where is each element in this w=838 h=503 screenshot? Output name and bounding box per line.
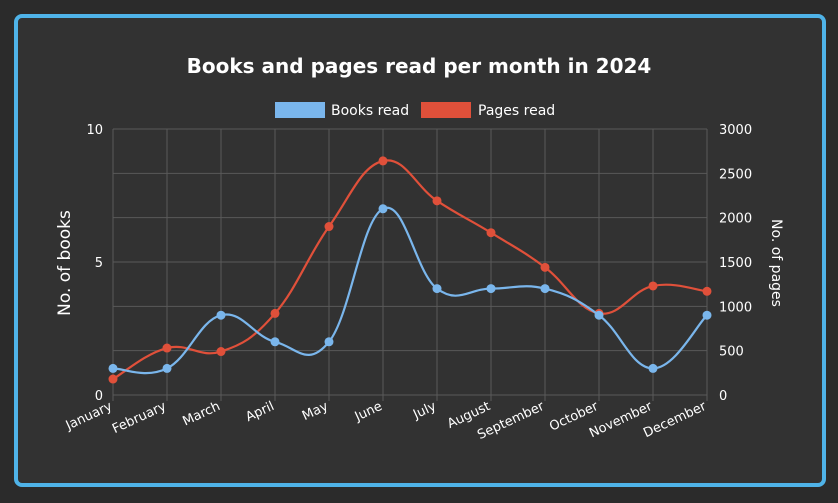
x-tick-label: June — [352, 399, 385, 425]
grid-lines — [112, 128, 708, 401]
legend: Books read Pages read — [275, 102, 555, 119]
data-point-pages[interactable] — [108, 374, 118, 384]
data-point-books[interactable] — [540, 284, 550, 294]
data-point-books[interactable] — [270, 337, 280, 347]
data-point-pages[interactable] — [378, 156, 388, 166]
x-tick-label: July — [410, 399, 439, 423]
data-point-pages[interactable] — [216, 347, 226, 357]
data-point-books[interactable] — [648, 363, 658, 373]
y-tick-right: 1500 — [719, 256, 752, 271]
x-tick-label: May — [300, 399, 331, 424]
data-point-books[interactable] — [486, 284, 496, 294]
chart-title: Books and pages read per month in 2024 — [187, 54, 652, 78]
data-point-pages[interactable] — [486, 228, 496, 238]
data-point-books[interactable] — [216, 310, 226, 320]
data-point-books[interactable] — [108, 363, 118, 373]
legend-swatch-pages[interactable] — [421, 102, 471, 118]
data-point-pages[interactable] — [648, 281, 658, 291]
y-tick-left: 0 — [95, 389, 103, 404]
data-point-books[interactable] — [702, 310, 712, 320]
y-tick-left: 10 — [86, 123, 103, 138]
series-line-books — [112, 206, 708, 375]
data-point-pages[interactable] — [270, 308, 280, 318]
data-point-books[interactable] — [324, 337, 334, 347]
data-point-books[interactable] — [594, 310, 604, 320]
y-tick-right: 2000 — [719, 212, 752, 227]
x-tick-label: December — [641, 399, 709, 441]
data-point-pages[interactable] — [324, 222, 334, 232]
chart-frame — [14, 14, 826, 487]
y-axis-right-title: No. of pages — [768, 219, 784, 307]
y-axis-left-title: No. of books — [55, 210, 75, 316]
data-point-books[interactable] — [378, 204, 388, 214]
y-tick-right: 3000 — [719, 123, 752, 138]
y-tick-left: 5 — [95, 256, 103, 271]
x-tick-label: March — [180, 399, 222, 429]
y-tick-right: 2500 — [719, 167, 752, 182]
x-tick-label: April — [243, 399, 276, 425]
x-tick-label: February — [110, 399, 169, 437]
data-point-books[interactable] — [432, 284, 442, 294]
data-point-books[interactable] — [162, 363, 172, 373]
data-point-pages[interactable] — [702, 286, 712, 296]
data-point-pages[interactable] — [540, 262, 550, 272]
data-point-pages[interactable] — [432, 196, 442, 206]
legend-label-books[interactable]: Books read — [331, 103, 409, 119]
series-layer — [108, 156, 712, 384]
x-tick-label: January — [63, 399, 115, 434]
legend-label-pages[interactable]: Pages read — [478, 103, 555, 119]
series-line-pages — [112, 159, 708, 380]
y-tick-right: 500 — [719, 345, 744, 360]
y-tick-right: 1000 — [719, 300, 752, 315]
data-point-pages[interactable] — [162, 343, 172, 353]
y-axis-left-ticks: 0 5 10 — [86, 123, 103, 404]
y-axis-right-ticks: 0 500 1000 1500 2000 2500 3000 — [719, 123, 752, 404]
y-tick-right: 0 — [719, 389, 727, 404]
legend-swatch-books[interactable] — [275, 102, 325, 118]
